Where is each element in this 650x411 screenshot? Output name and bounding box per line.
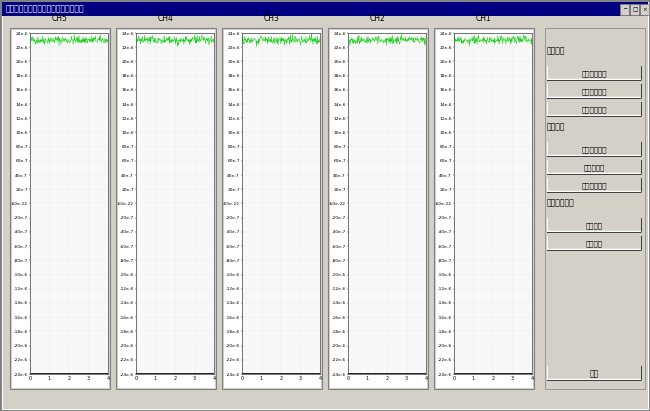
- Bar: [547, 231, 641, 232]
- Bar: [547, 79, 641, 80]
- Bar: [117, 29, 215, 388]
- Bar: [548, 154, 640, 155]
- Bar: [630, 4, 639, 15]
- Bar: [641, 84, 642, 98]
- Bar: [547, 115, 641, 116]
- Bar: [547, 102, 642, 117]
- Bar: [641, 102, 642, 116]
- Bar: [641, 218, 642, 232]
- Text: 检测串行端口: 检测串行端口: [582, 70, 607, 77]
- Text: □: □: [632, 7, 638, 12]
- Bar: [329, 29, 427, 388]
- Bar: [548, 114, 640, 115]
- Text: 标定参数设置: 标定参数设置: [582, 88, 607, 95]
- Bar: [547, 160, 548, 174]
- Bar: [547, 380, 641, 381]
- Bar: [641, 160, 642, 174]
- Bar: [548, 96, 640, 97]
- Bar: [620, 4, 629, 15]
- Bar: [547, 142, 642, 157]
- Text: 主播相位标定: 主播相位标定: [582, 182, 607, 189]
- Bar: [641, 66, 642, 80]
- Text: 浅地表功频域电磁探测系统上位机软件: 浅地表功频域电磁探测系统上位机软件: [6, 5, 84, 14]
- Bar: [640, 4, 649, 15]
- Bar: [547, 236, 642, 251]
- Bar: [547, 366, 642, 381]
- Bar: [547, 174, 641, 175]
- Bar: [547, 178, 548, 192]
- Bar: [548, 78, 640, 79]
- Bar: [641, 178, 642, 192]
- Bar: [547, 218, 641, 232]
- Text: 检测设置: 检测设置: [547, 46, 566, 55]
- Text: 正式采集模式: 正式采集模式: [547, 198, 575, 207]
- Bar: [545, 28, 645, 389]
- Bar: [548, 248, 640, 249]
- Text: ─: ─: [623, 7, 627, 12]
- Bar: [223, 29, 321, 388]
- Bar: [328, 28, 428, 389]
- Bar: [547, 156, 641, 157]
- Bar: [547, 173, 641, 174]
- Bar: [547, 160, 641, 174]
- Bar: [434, 28, 534, 389]
- Text: 停止采集: 停止采集: [586, 240, 603, 247]
- Bar: [547, 218, 642, 233]
- Bar: [547, 142, 641, 156]
- Bar: [2, 2, 648, 16]
- Bar: [547, 102, 641, 116]
- Bar: [547, 84, 548, 98]
- Bar: [11, 29, 109, 388]
- Bar: [548, 230, 640, 231]
- Bar: [547, 66, 641, 80]
- Bar: [641, 366, 642, 380]
- Bar: [547, 80, 641, 81]
- Text: CH1: CH1: [476, 14, 492, 23]
- Bar: [547, 192, 641, 193]
- Bar: [435, 29, 533, 388]
- Bar: [547, 379, 641, 380]
- Bar: [547, 218, 548, 232]
- Text: CH4: CH4: [158, 14, 174, 23]
- Bar: [547, 142, 548, 156]
- Bar: [641, 142, 642, 156]
- Bar: [547, 84, 641, 98]
- Text: 标定模式: 标定模式: [547, 122, 566, 131]
- Bar: [547, 236, 548, 250]
- Bar: [547, 66, 548, 80]
- Bar: [547, 155, 641, 156]
- Text: CH2: CH2: [370, 14, 386, 23]
- Bar: [547, 236, 641, 250]
- Text: 通道相位标定: 通道相位标定: [582, 146, 607, 153]
- Bar: [547, 366, 548, 380]
- Bar: [547, 191, 641, 192]
- Bar: [547, 160, 642, 175]
- Bar: [547, 249, 641, 250]
- Text: CH3: CH3: [264, 14, 280, 23]
- Bar: [547, 97, 641, 98]
- Bar: [547, 366, 641, 380]
- Text: 采集参数设置: 采集参数设置: [582, 106, 607, 113]
- Bar: [641, 236, 642, 250]
- Text: 关闭: 关闭: [590, 369, 599, 378]
- Text: ×: ×: [643, 7, 647, 12]
- Bar: [10, 28, 110, 389]
- Bar: [547, 116, 641, 117]
- Bar: [222, 28, 322, 389]
- Bar: [547, 232, 641, 233]
- Bar: [547, 102, 548, 116]
- Text: 开始采集: 开始采集: [586, 222, 603, 229]
- Bar: [547, 84, 642, 99]
- Bar: [548, 378, 640, 379]
- Bar: [547, 98, 641, 99]
- Bar: [548, 190, 640, 191]
- Text: CH5: CH5: [52, 14, 68, 23]
- Text: 背景场标定: 背景场标定: [584, 164, 605, 171]
- Bar: [116, 28, 216, 389]
- Bar: [547, 178, 641, 192]
- Bar: [547, 178, 642, 193]
- Bar: [548, 172, 640, 173]
- Bar: [547, 250, 641, 251]
- Bar: [547, 66, 642, 81]
